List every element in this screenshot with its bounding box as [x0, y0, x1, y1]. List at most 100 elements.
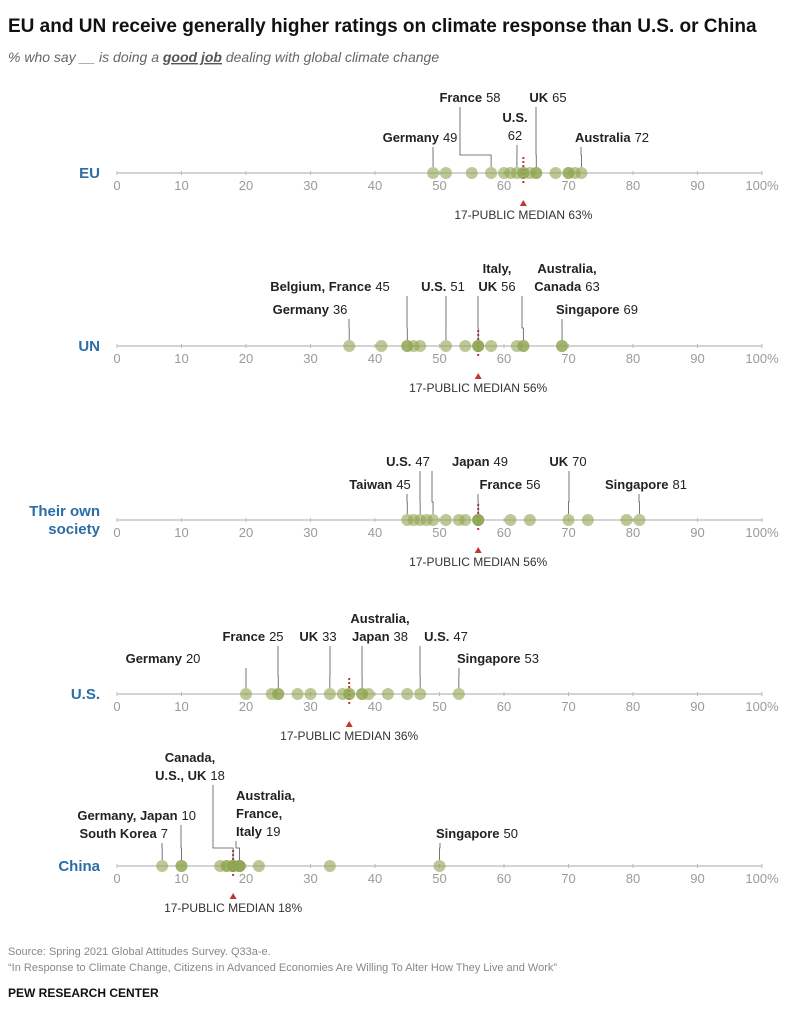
annotation-name: Germany, Japan [77, 808, 177, 823]
annotation-name: Singapore [457, 651, 521, 666]
panel: UN 0 10 20 30 40 50 60 70 80 90 100% 17-PUBLIC MEDIA… [78, 261, 779, 395]
x-tick-label: 60 [497, 525, 511, 540]
annotation-value: 47 [415, 454, 429, 469]
annotation-name: Canada, [165, 750, 216, 765]
x-tick-label: 60 [497, 699, 511, 714]
annotation: Germany 49 [383, 130, 458, 145]
x-tick-label: 20 [239, 525, 253, 540]
annotation: Taiwan 45 [349, 477, 411, 492]
median-label: 17-PUBLIC MEDIAN 56% [409, 555, 547, 569]
annotation-name: Australia, [350, 611, 409, 626]
annotation-name: Singapore [556, 302, 620, 317]
dot [323, 688, 336, 700]
x-tick-label: 70 [561, 351, 575, 366]
annotation: Australia, France, Italy 19 [236, 788, 295, 839]
dot [556, 340, 569, 352]
panel: EU 0 10 20 30 40 50 60 70 80 90 100% 17-PUBLIC MEDIA… [79, 90, 779, 222]
panel: Their own society 0 10 20 30 40 50 60 70 80 90 100% 1… [29, 454, 779, 569]
dot [433, 860, 446, 872]
x-tick-label: 40 [368, 178, 382, 193]
x-tick-label: 50 [432, 699, 446, 714]
x-tick-label: 30 [303, 351, 317, 366]
annotation-name: UK [529, 90, 548, 105]
annotation: UK 33 [299, 629, 336, 644]
dot [472, 514, 485, 526]
annotation-name: Taiwan [349, 477, 392, 492]
dot [485, 340, 498, 352]
subtitle-part: dealing with global climate change [222, 49, 439, 65]
annotation-value: 20 [186, 651, 200, 666]
dot [452, 688, 465, 700]
panel-label-line: Their own [29, 503, 100, 520]
annotation-value: 18 [210, 768, 224, 783]
annotation-value: 63 [585, 279, 599, 294]
annotation-name: Singapore [605, 477, 669, 492]
dot [472, 340, 485, 352]
annotation-name: UK [549, 454, 568, 469]
x-tick-label: 90 [690, 178, 704, 193]
median-label: 17-PUBLIC MEDIAN 63% [454, 208, 592, 222]
annotation-name: Canada [534, 279, 582, 294]
annotation: Germany 20 [126, 651, 201, 666]
annotation-name: Australia [575, 130, 631, 145]
annotation-name: UK [478, 279, 497, 294]
annotation-name: South Korea [79, 826, 157, 841]
dot [427, 514, 440, 526]
annotation: U.S. 62 [502, 110, 527, 143]
annotation-name: Japan [352, 629, 390, 644]
annotation-name: U.S. [502, 110, 527, 125]
x-tick-label: 70 [561, 525, 575, 540]
annotation: Canada, U.S., UK 18 [155, 750, 225, 783]
x-tick-label: 80 [626, 699, 640, 714]
x-tick-label: 40 [368, 351, 382, 366]
x-tick-label: 0 [113, 351, 120, 366]
annotation-value: 36 [333, 302, 347, 317]
x-tick-label: 100% [745, 351, 779, 366]
annotation-value: 49 [494, 454, 508, 469]
dot [439, 514, 452, 526]
leader-line [459, 107, 492, 167]
annotation-value: 10 [182, 808, 196, 823]
x-tick-label: 40 [368, 871, 382, 886]
annotation: U.S. 51 [421, 279, 465, 294]
annotation-name: Germany [273, 302, 330, 317]
annotation: Japan 49 [452, 454, 508, 469]
dot [291, 688, 304, 700]
x-tick-label: 90 [690, 871, 704, 886]
panel-label: Their own society [29, 503, 100, 538]
annotation-name: Belgium, France [270, 279, 371, 294]
dot [485, 167, 498, 179]
x-tick-label: 20 [239, 699, 253, 714]
leader-line [212, 785, 234, 860]
dot [633, 514, 646, 526]
annotation: Belgium, France 45 [270, 279, 390, 294]
dot [530, 167, 543, 179]
median-marker [519, 200, 527, 206]
dot [581, 514, 594, 526]
x-tick-label: 90 [690, 699, 704, 714]
annotation-name: Singapore [436, 826, 500, 841]
x-tick-label: 70 [561, 699, 575, 714]
dot [549, 167, 562, 179]
dot [575, 167, 588, 179]
dot [343, 340, 356, 352]
annotation: South Korea 7 [79, 826, 168, 841]
annotation-value: 50 [504, 826, 518, 841]
annotation: U.S. 47 [386, 454, 430, 469]
annotation-name: France, [236, 806, 282, 821]
x-tick-label: 0 [113, 178, 120, 193]
leader-line [431, 471, 434, 514]
dot [439, 340, 452, 352]
annotation-name: France [439, 90, 482, 105]
panel-label-line: UN [78, 338, 100, 355]
median-marker [229, 893, 237, 899]
annotation: UK 65 [529, 90, 566, 105]
x-tick-label: 90 [690, 351, 704, 366]
panel: U.S. 0 10 20 30 40 50 60 70 80 90 100% 17-PUBLIC MED… [71, 611, 779, 743]
x-tick-label: 20 [239, 871, 253, 886]
x-tick-label: 0 [113, 699, 120, 714]
annotation-name: UK [299, 629, 318, 644]
x-tick-label: 10 [174, 525, 188, 540]
dot [252, 860, 265, 872]
